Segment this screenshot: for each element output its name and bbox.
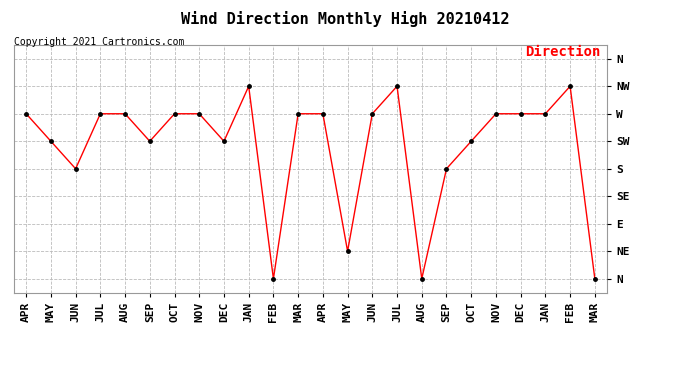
Text: Copyright 2021 Cartronics.com: Copyright 2021 Cartronics.com <box>14 37 184 47</box>
Text: Direction: Direction <box>525 45 600 59</box>
Text: Wind Direction Monthly High 20210412: Wind Direction Monthly High 20210412 <box>181 11 509 27</box>
